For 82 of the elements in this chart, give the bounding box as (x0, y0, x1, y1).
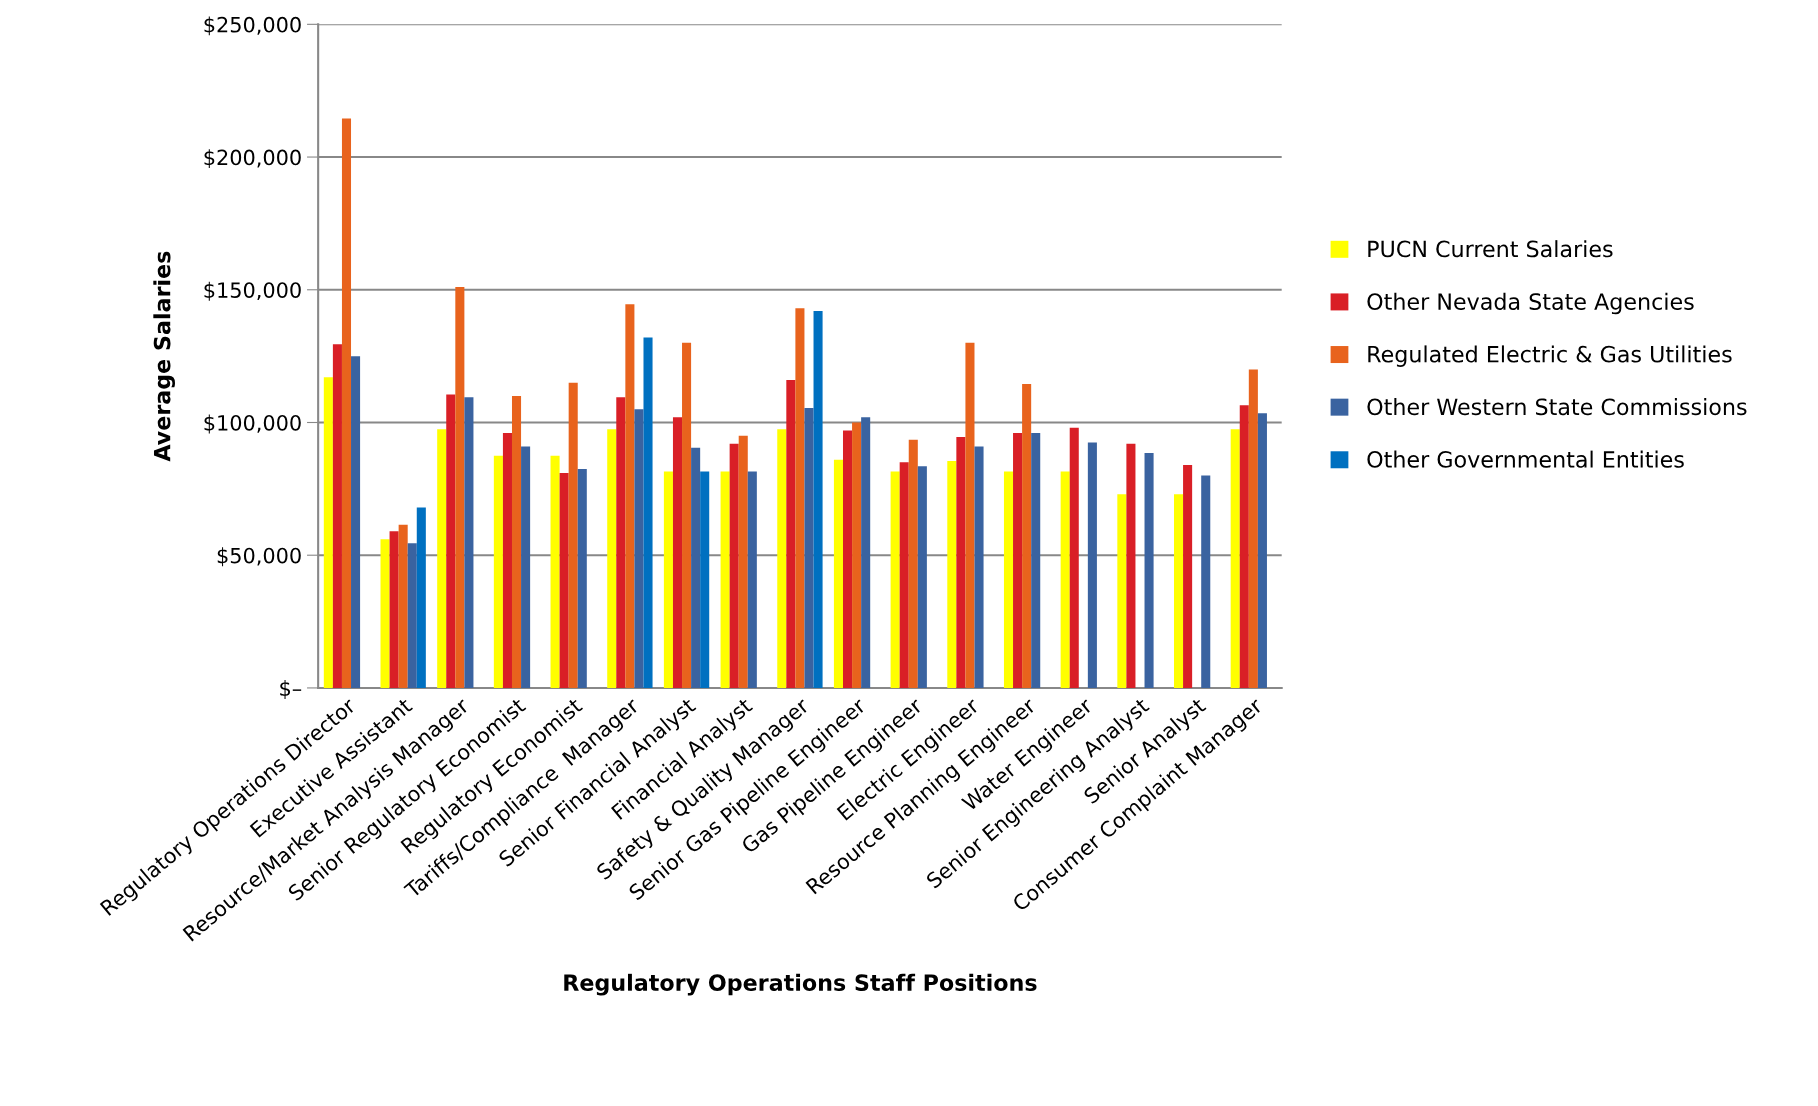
bar (1126, 443, 1136, 688)
bar (332, 344, 342, 688)
bar (416, 507, 426, 688)
bar (813, 311, 823, 688)
legend-label: Other Nevada State Agencies (1367, 292, 1694, 315)
bar (380, 539, 390, 688)
bar (625, 304, 635, 688)
bar (899, 462, 909, 688)
bar (777, 429, 787, 688)
bar (521, 446, 531, 688)
bar (1239, 405, 1249, 688)
bar (455, 287, 465, 688)
bar (1060, 471, 1070, 688)
bar (843, 430, 853, 688)
bar (908, 439, 918, 688)
legend-label: PUCN Current Salaries (1368, 240, 1613, 258)
bar (643, 337, 653, 688)
bar (974, 446, 984, 688)
bar (786, 380, 796, 688)
bar (464, 397, 474, 688)
bar (682, 342, 692, 688)
bar (493, 455, 503, 688)
bar (852, 422, 862, 688)
bar (738, 435, 748, 688)
bar (407, 543, 417, 688)
y-tick-label: $250,000 (204, 16, 301, 36)
y-tick-label: $150,000 (204, 281, 301, 301)
bar (616, 397, 626, 688)
bar (1013, 433, 1023, 688)
bar (446, 394, 456, 688)
bar (389, 531, 399, 688)
bar (634, 409, 644, 688)
bar (947, 460, 957, 688)
x-axis-title: Regulatory Operations Staff Positions (564, 973, 1037, 996)
bar (1022, 384, 1032, 688)
y-tick-label: $– (280, 680, 302, 699)
bar (1248, 369, 1258, 688)
bar (833, 459, 843, 688)
bar (1230, 429, 1240, 688)
bar (1069, 427, 1079, 688)
bar (568, 382, 578, 688)
bar (607, 429, 617, 688)
bar (956, 437, 966, 688)
bar (720, 471, 730, 688)
bar (1201, 475, 1211, 688)
legend-label: Regulated Electric & Gas Utilities (1368, 345, 1732, 367)
bar (700, 471, 710, 688)
bar (1257, 413, 1267, 688)
bar (1183, 464, 1193, 688)
bar (341, 118, 352, 688)
bar (1117, 494, 1127, 688)
bar (795, 308, 805, 688)
bar (890, 471, 900, 688)
y-tick-label: $100,000 (204, 414, 301, 434)
bar (511, 395, 522, 688)
bar (1031, 433, 1041, 688)
bar (917, 466, 927, 688)
bar (672, 417, 683, 688)
bar (1087, 442, 1097, 688)
bar (965, 342, 975, 688)
bar (747, 471, 757, 688)
legend-label: Other Governmental Entities (1367, 450, 1684, 468)
bar (398, 524, 408, 688)
bar (323, 377, 333, 688)
bar (502, 433, 512, 688)
bar (1003, 471, 1014, 688)
bar (691, 447, 701, 688)
bar (351, 356, 361, 688)
y-axis-title: Average Salaries (153, 251, 175, 462)
y-tick-label: $200,000 (204, 149, 301, 169)
bar (1174, 494, 1184, 688)
legend-label: Other Western State Commissions (1367, 398, 1747, 416)
bar (663, 471, 673, 688)
bar (437, 429, 447, 688)
bar (804, 407, 814, 688)
bar (559, 472, 569, 688)
bar (550, 455, 560, 688)
bar (1144, 453, 1154, 688)
bar (861, 417, 871, 688)
bar (729, 443, 739, 688)
bar (577, 468, 587, 688)
y-tick-label: $50,000 (217, 547, 301, 567)
